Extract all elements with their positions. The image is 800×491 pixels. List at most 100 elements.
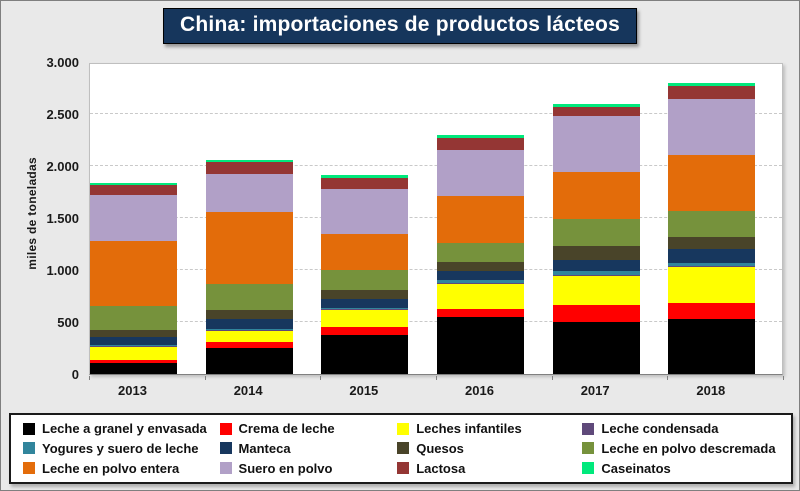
bar-segment-2017-quesos: [552, 246, 640, 260]
bar-segment-2013-yogures-y-suero-de-leche: [90, 344, 177, 346]
legend-swatch-icon: [219, 422, 232, 435]
legend-label: Suero en polvo: [238, 460, 333, 476]
bar-segment-2013-leche-en-polvo-entera: [90, 240, 177, 307]
x-tick-label-2013: 2013: [118, 383, 147, 398]
bar-segment-2015-manteca: [321, 299, 409, 308]
y-tick-label-0: 0: [71, 367, 79, 382]
gridline-1000: [90, 269, 782, 270]
bar-segment-2017-leche-en-polvo-descremada: [552, 219, 640, 247]
bar-segment-2017-suero-en-polvo: [552, 116, 640, 173]
legend-label: Leches infantiles: [416, 421, 522, 437]
legend-label: Yogures y suero de leche: [42, 440, 199, 456]
bar-segment-2018-lactosa: [668, 85, 756, 99]
bar-segment-2016-manteca: [437, 271, 524, 280]
bar-segment-2013-suero-en-polvo: [90, 194, 177, 241]
legend-swatch-icon: [397, 442, 410, 455]
x-tick-label-2014: 2014: [233, 383, 263, 398]
gridline-2500: [90, 113, 782, 114]
bar-segment-2017-leche-a-granel-y-envasada: [552, 322, 640, 374]
legend-swatch-icon: [582, 442, 595, 455]
chart-title: China: importaciones de productos lácteo…: [163, 8, 637, 44]
bar-segment-2014-lactosa: [205, 162, 293, 175]
bar-2016: [437, 134, 524, 374]
bar-segment-2014-suero-en-polvo: [205, 174, 293, 213]
bar-segment-2018-leche-en-polvo-entera: [668, 155, 756, 212]
legend-label: Manteca: [238, 440, 291, 456]
bar-segment-2013-leche-en-polvo-descremada: [90, 306, 177, 330]
bar-2018: [668, 82, 756, 374]
legend-item-leche-en-polvo-descremada: Leche en polvo descremada: [582, 441, 779, 456]
x-tick-label-2016: 2016: [465, 383, 494, 398]
y-tick-label-500: 500: [57, 315, 79, 330]
bar-2014: [205, 160, 293, 374]
legend-item-suero-en-polvo: Suero en polvo: [219, 460, 398, 476]
x-axis-tickmark: [667, 376, 669, 380]
bar-segment-2014-yogures-y-suero-de-leche: [205, 328, 293, 330]
legend-label: Crema de leche: [238, 421, 335, 437]
bar-segment-2018-leche-condensada: [668, 266, 756, 268]
bar-segment-2016-leche-condensada: [437, 282, 524, 285]
legend-label: Leche en polvo descremada: [601, 440, 776, 456]
bar-segment-2017-leche-condensada: [552, 274, 640, 277]
bar-segment-2015-crema-de-leche: [321, 327, 409, 335]
legend-item-manteca: Manteca: [219, 440, 398, 456]
bar-segment-2015-leche-condensada: [321, 309, 409, 311]
bar-segment-2016-quesos: [437, 261, 524, 272]
bar-segment-2013-leches-infantiles: [90, 346, 177, 360]
legend-item-leche-en-polvo-entera: Leche en polvo entera: [23, 461, 220, 476]
legend-swatch-icon: [397, 462, 410, 475]
bar-segment-2015-leche-a-granel-y-envasada: [321, 335, 409, 374]
bar-segment-2015-yogures-y-suero-de-leche: [321, 307, 409, 310]
legend-item-lactosa: Lactosa: [397, 461, 582, 476]
bar-segment-2014-crema-de-leche: [205, 341, 293, 348]
legend-swatch-icon: [219, 442, 232, 455]
bar-segment-2014-manteca: [205, 318, 293, 329]
bar-segment-2018-crema-de-leche: [668, 302, 756, 319]
bar-segment-2013-manteca: [90, 337, 177, 345]
bar-segment-2018-manteca: [668, 249, 756, 264]
bar-segment-2015-leche-en-polvo-entera: [321, 233, 409, 270]
legend-item-leche-a-granel-y-envasada: Leche a granel y envasada: [23, 421, 220, 436]
y-tick-label-2.500: 2.500: [46, 107, 79, 122]
y-tick-label-1.500: 1.500: [46, 211, 79, 226]
legend-swatch-icon: [23, 422, 35, 435]
bar-segment-2014-leche-a-granel-y-envasada: [205, 348, 293, 374]
legend-swatch-icon: [582, 462, 595, 475]
bar-segment-2018-quesos: [668, 237, 756, 250]
x-tick-label-2017: 2017: [580, 383, 610, 398]
bar-segment-2013-leche-a-granel-y-envasada: [90, 363, 177, 374]
gridline-500: [90, 321, 782, 322]
y-tick-label-1.000: 1.000: [46, 263, 79, 278]
bar-segment-2014-leche-condensada: [205, 329, 293, 331]
legend-item-caseinatos: Caseinatos: [582, 461, 779, 476]
x-axis-tickmark: [436, 376, 437, 380]
bar-segment-2016-yogures-y-suero-de-leche: [437, 279, 524, 283]
x-axis-tickmark: [551, 376, 553, 380]
bar-2015: [321, 175, 409, 374]
legend-swatch-icon: [397, 422, 410, 435]
legend-swatch-icon: [23, 462, 35, 475]
bar-segment-2015-lactosa: [321, 177, 409, 190]
bar-segment-2014-caseinatos: [205, 160, 293, 163]
bar-segment-2018-yogures-y-suero-de-leche: [668, 263, 756, 267]
bar-segment-2015-quesos: [321, 290, 409, 300]
legend-label: Quesos: [416, 440, 464, 456]
x-tick-label-2015: 2015: [349, 383, 379, 398]
legend-item-leche-condensada: Leche condensada: [582, 421, 779, 436]
bar-segment-2017-caseinatos: [552, 103, 640, 107]
bar-segment-2018-leche-a-granel-y-envasada: [668, 318, 756, 374]
bar-segment-2015-leche-en-polvo-descremada: [321, 269, 409, 291]
bar-segment-2015-leches-infantiles: [321, 310, 409, 328]
bar-segment-2017-yogures-y-suero-de-leche: [552, 270, 640, 275]
legend-swatch-icon: [582, 422, 595, 435]
bar-segment-2017-crema-de-leche: [552, 305, 640, 322]
legend-label: Caseinatos: [601, 460, 671, 476]
plot-area: [89, 63, 783, 375]
bar-segment-2017-lactosa: [552, 106, 640, 117]
bar-segment-2014-leches-infantiles: [205, 330, 293, 342]
bar-segment-2014-quesos: [205, 310, 293, 319]
x-axis-tickmark: [783, 376, 784, 380]
x-tick-label-2018: 2018: [696, 383, 726, 398]
legend-label: Leche en polvo entera: [42, 460, 180, 476]
legend-swatch-icon: [23, 442, 35, 455]
